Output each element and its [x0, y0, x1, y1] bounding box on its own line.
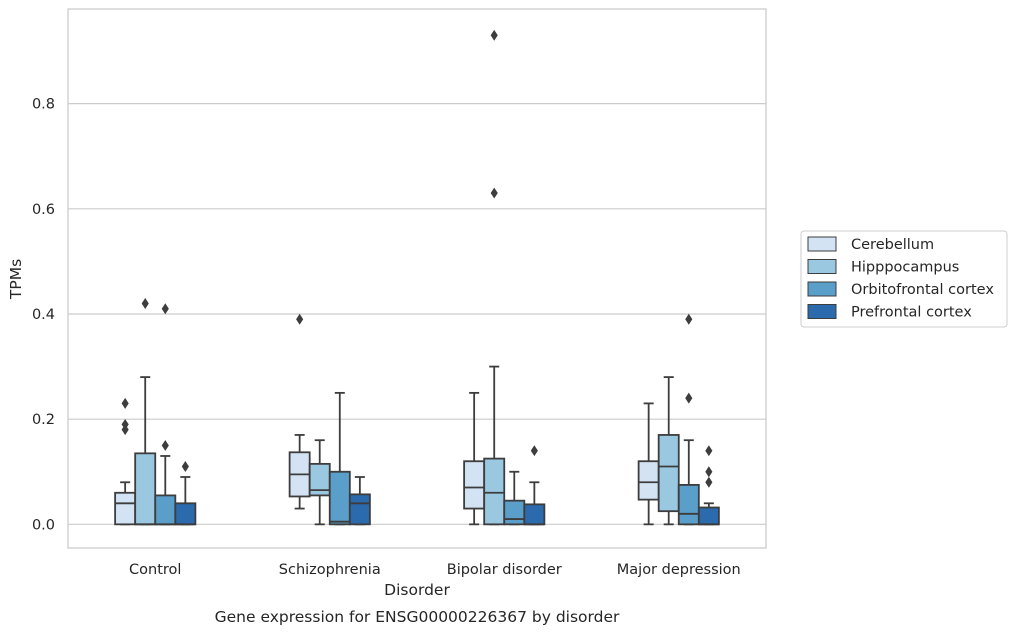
box-iqr: [483, 457, 506, 526]
chart-caption: Gene expression for ENSG00000226367 by d…: [215, 608, 620, 626]
legend-swatch: [807, 236, 837, 252]
x-tick-label: Schizophrenia: [279, 562, 381, 578]
y-tick-label: 0.2: [32, 412, 55, 428]
legend-label: Orbitofrontal cortex: [851, 282, 994, 298]
outlier-point: [705, 466, 713, 478]
outlier-point: [161, 303, 169, 315]
box-iqr: [114, 491, 137, 526]
box-cerebellum: [637, 402, 660, 526]
box-prefrontal-cortex: [348, 476, 371, 526]
legend-label: Cerebellum: [851, 237, 934, 253]
legend-label: Hipppocampus: [851, 260, 959, 276]
outlier-point: [685, 392, 693, 404]
box-layer: [114, 29, 720, 526]
y-tick-label: 0.0: [32, 517, 55, 533]
box-iqr: [463, 460, 486, 510]
box-iqr: [677, 483, 700, 526]
x-tick-labels: Control Schizophrenia Bipolar disorder Majo…: [129, 562, 741, 578]
x-axis-label: Disorder: [384, 581, 450, 599]
legend: Cerebellum Hipppocampus Orbitofrontal cort…: [800, 230, 1008, 328]
outlier-point: [490, 29, 498, 41]
x-tick-label: Control: [129, 562, 181, 578]
box-iqr: [134, 452, 157, 526]
y-tick-label: 0.6: [32, 202, 55, 218]
outlier-point: [141, 298, 149, 309]
outlier-point: [121, 418, 129, 430]
y-tick-labels: 0.0 0.2 0.4 0.6 0.8: [32, 97, 55, 534]
box-hipppocampus: [657, 376, 680, 526]
box-iqr: [657, 434, 680, 513]
outlier-point: [705, 445, 713, 457]
box-prefrontal-cortex: [523, 445, 546, 526]
legend-label: Prefrontal cortex: [851, 305, 972, 321]
outlier-point: [685, 313, 693, 325]
y-tick-label: 0.4: [32, 307, 55, 323]
box-hipppocampus: [308, 439, 331, 526]
legend-frame: [800, 230, 1008, 328]
box-iqr: [697, 506, 720, 526]
box-cerebellum: [114, 397, 137, 526]
box-iqr: [174, 502, 197, 526]
box-hipppocampus: [483, 29, 506, 526]
box-hipppocampus: [134, 298, 157, 526]
box-prefrontal-cortex: [174, 461, 197, 526]
outlier-point: [705, 476, 713, 488]
outlier-point: [530, 445, 538, 457]
x-tick-label: Major depression: [617, 562, 741, 578]
legend-swatch: [807, 304, 837, 319]
box-orbitofrontal-cortex: [154, 303, 177, 526]
outlier-point: [296, 313, 304, 325]
box-iqr: [523, 503, 546, 526]
outlier-point: [161, 439, 169, 451]
legend-swatch: [807, 259, 837, 274]
box-iqr: [637, 460, 660, 501]
outlier-point: [181, 461, 189, 472]
legend-swatch: [807, 281, 837, 297]
box-orbitofrontal-cortex: [503, 470, 526, 526]
box-iqr: [503, 499, 526, 526]
y-tick-label: 0.8: [32, 97, 55, 113]
outlier-point: [490, 187, 498, 199]
box-iqr: [154, 494, 177, 526]
box-prefrontal-cortex: [697, 445, 720, 526]
plot-frame: [67, 8, 767, 549]
y-axis-label: TPMs: [7, 259, 25, 300]
box-iqr: [328, 470, 351, 526]
box-iqr: [348, 493, 371, 526]
x-tick-label: Bipolar disorder: [447, 562, 562, 578]
box-orbitofrontal-cortex: [328, 391, 351, 526]
box-cerebellum: [463, 391, 486, 526]
box-orbitofrontal-cortex: [677, 313, 700, 526]
outlier-point: [121, 397, 129, 409]
box-cerebellum: [288, 313, 311, 510]
